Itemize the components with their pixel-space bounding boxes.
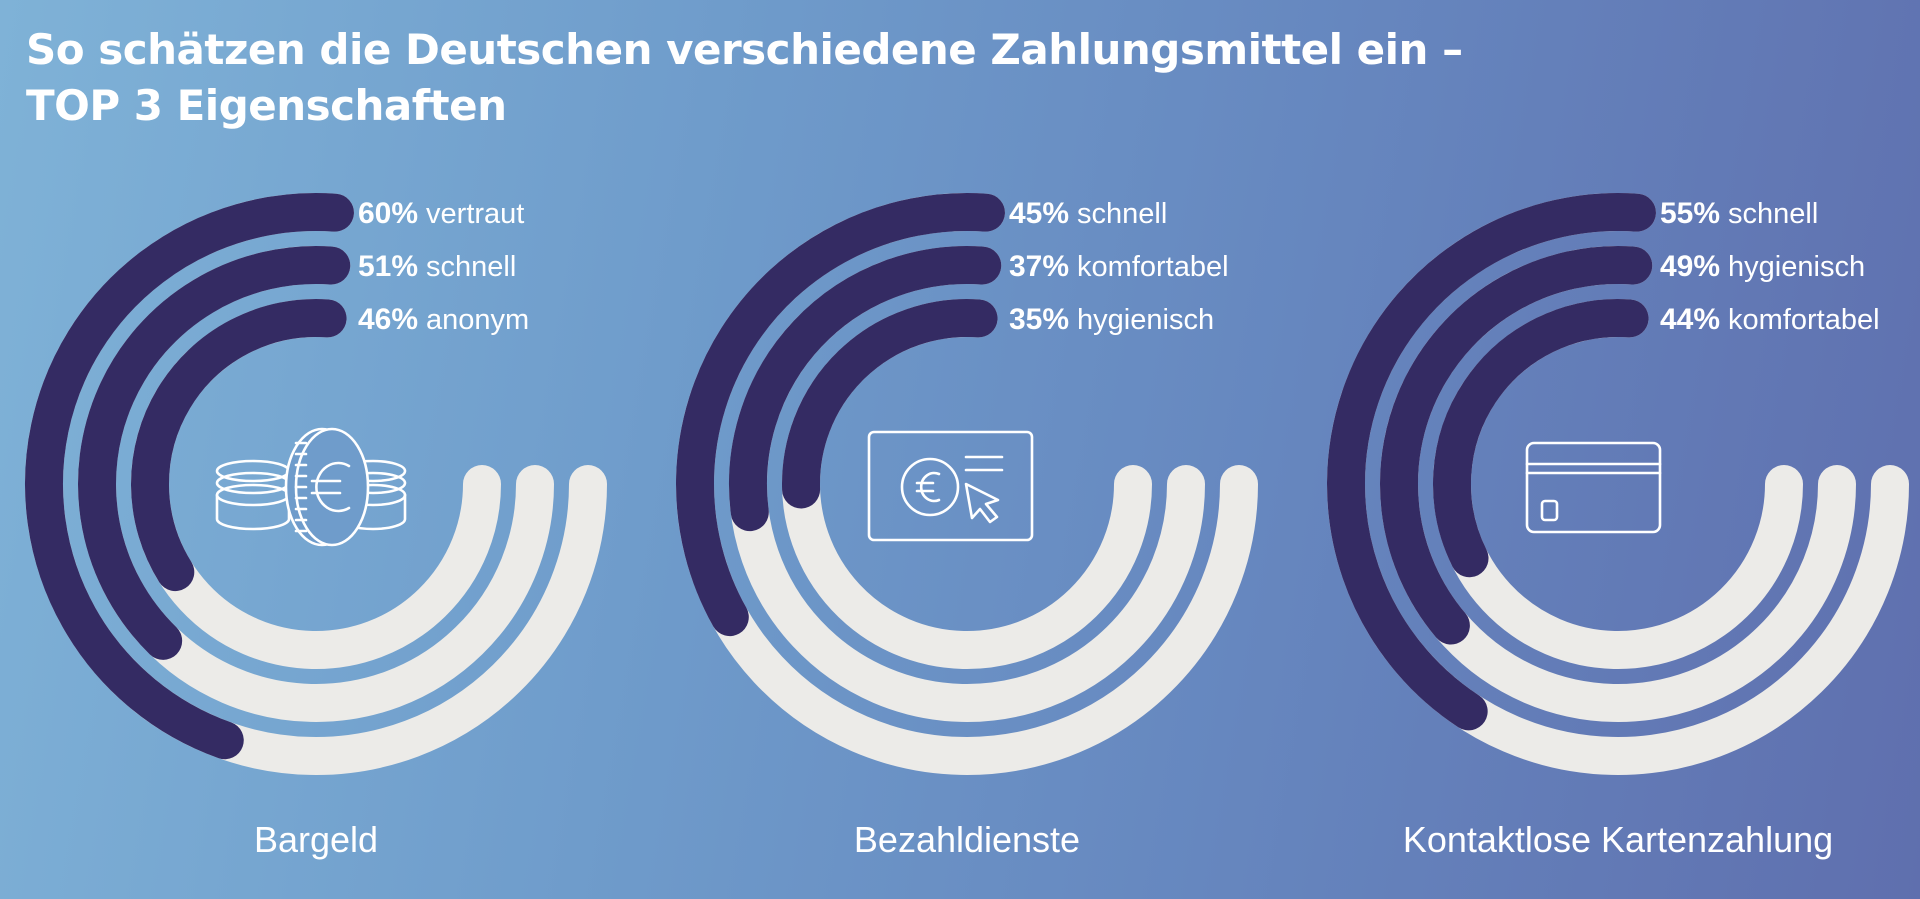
arc-value: [1327, 193, 1656, 731]
series-label: 44% komfortabel: [1660, 303, 1880, 336]
category-label: Bargeld: [254, 819, 378, 860]
value-label: 35%: [1009, 303, 1069, 336]
attribute-label: schnell: [1077, 198, 1167, 230]
value-label: 45%: [1009, 197, 1069, 230]
page-title: So schätzen die Deutschen verschiedene Z…: [26, 22, 1463, 134]
arc-value: [729, 246, 1002, 532]
attribute-label: anonym: [426, 304, 529, 336]
series-label: 46% anonym: [358, 303, 529, 336]
series-label: 35% hygienisch: [1009, 303, 1214, 336]
series-label: 51% schnell: [358, 250, 516, 283]
arc-value: [676, 193, 1005, 637]
category-label: Bezahldienste: [854, 819, 1080, 860]
attribute-label: schnell: [426, 251, 516, 283]
value-label: 37%: [1009, 250, 1069, 283]
arc-value: [1433, 299, 1649, 578]
coins-euro-icon: [215, 427, 407, 547]
series-label: 45% schnell: [1009, 197, 1167, 230]
attribute-label: hygienisch: [1077, 304, 1214, 336]
series-label: 49% hygienisch: [1660, 250, 1865, 283]
series-label: 55% schnell: [1660, 197, 1818, 230]
arc-value: [25, 193, 354, 760]
value-label: 46%: [358, 303, 418, 336]
arc-value: [1380, 246, 1653, 645]
credit-card-icon: [1525, 441, 1662, 534]
value-label: 55%: [1660, 197, 1720, 230]
series-label: 37% komfortabel: [1009, 250, 1229, 283]
arc-value: [131, 299, 347, 592]
value-label: 51%: [358, 250, 418, 283]
value-label: 60%: [358, 197, 418, 230]
arc-value: [78, 246, 351, 660]
online-payment-euro-icon: [867, 430, 1034, 542]
attribute-label: schnell: [1728, 198, 1818, 230]
series-label: 60% vertraut: [358, 197, 524, 230]
attribute-label: hygienisch: [1728, 251, 1865, 283]
attribute-label: komfortabel: [1077, 251, 1229, 283]
attribute-label: vertraut: [426, 198, 524, 230]
category-label: Kontaktlose Kartenzahlung: [1403, 819, 1833, 860]
title-line-1: So schätzen die Deutschen verschiedene Z…: [26, 25, 1463, 74]
value-label: 44%: [1660, 303, 1720, 336]
arc-value: [782, 299, 998, 509]
value-label: 49%: [1660, 250, 1720, 283]
attribute-label: komfortabel: [1728, 304, 1880, 336]
title-line-2: TOP 3 Eigenschaften: [26, 81, 507, 130]
